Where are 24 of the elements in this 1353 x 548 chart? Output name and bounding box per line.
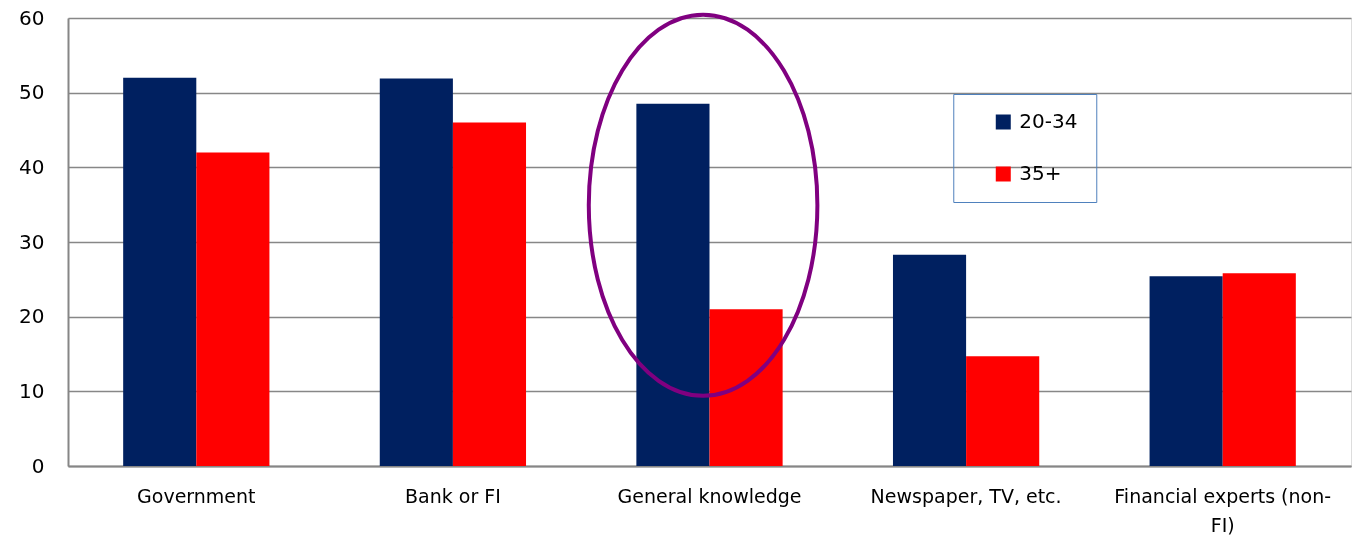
bar bbox=[709, 309, 783, 466]
y-tick-label: 60 bbox=[19, 5, 45, 30]
bar bbox=[379, 78, 453, 466]
bar bbox=[892, 254, 967, 466]
y-tick-label: 50 bbox=[19, 80, 45, 105]
bar bbox=[1149, 276, 1223, 466]
y-tick-label: 0 bbox=[31, 453, 45, 478]
bar bbox=[452, 122, 527, 466]
bar bbox=[966, 356, 1040, 466]
bar bbox=[1222, 273, 1296, 466]
y-tick-label: 10 bbox=[19, 378, 45, 403]
bar bbox=[123, 77, 197, 466]
x-tick-label: General knowledge bbox=[617, 484, 802, 507]
y-tick-label: 30 bbox=[19, 229, 45, 254]
y-tick-label: 40 bbox=[19, 154, 45, 179]
x-tick-label: Government bbox=[137, 484, 256, 507]
x-tick-label: Financial experts (non-FI) bbox=[1114, 484, 1332, 536]
bar bbox=[636, 103, 710, 466]
x-tick-label: Bank or FI bbox=[405, 484, 501, 507]
x-tick-label: Newspaper, TV, etc. bbox=[870, 484, 1062, 507]
legend-label: 35+ bbox=[1019, 161, 1062, 185]
bar bbox=[196, 152, 270, 466]
legend-label: 20-34 bbox=[1019, 109, 1078, 133]
y-tick-label: 20 bbox=[19, 304, 45, 329]
